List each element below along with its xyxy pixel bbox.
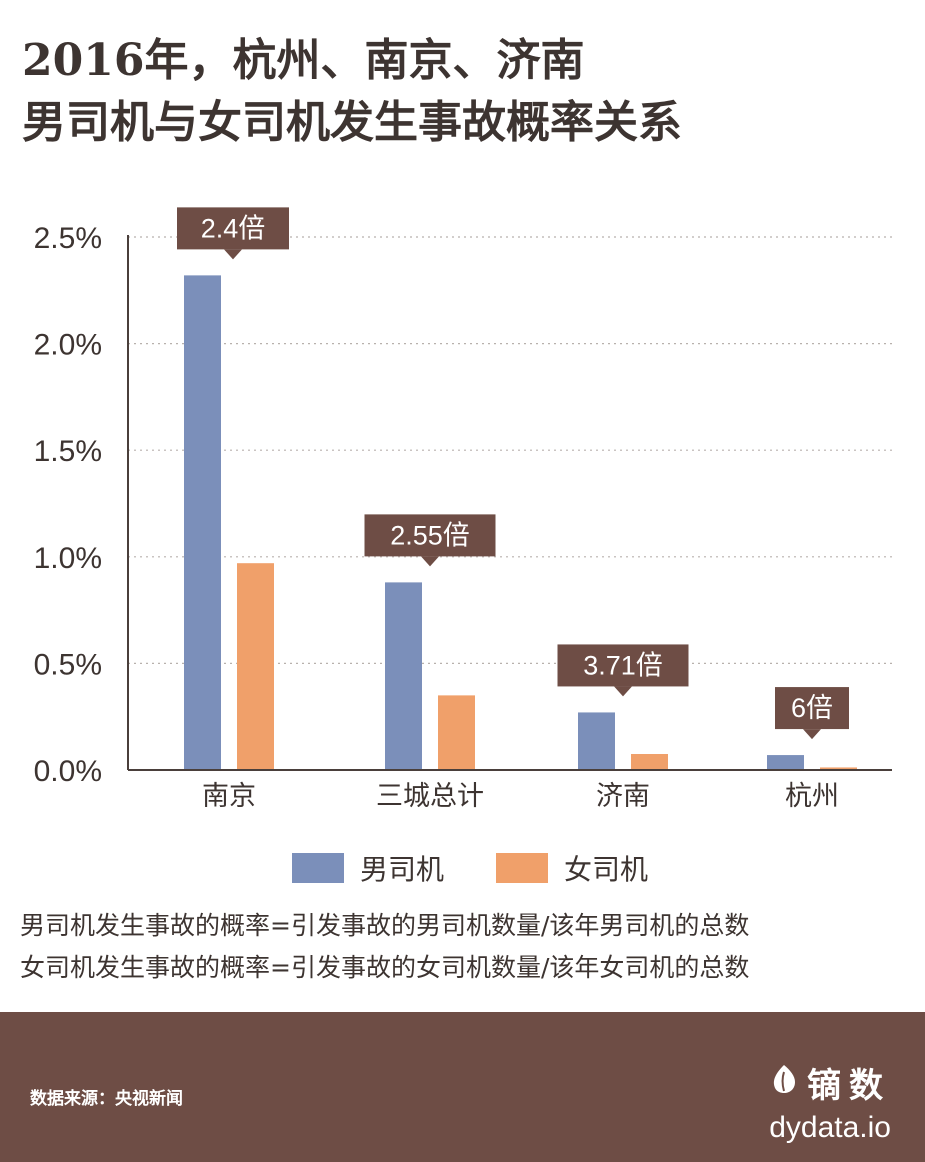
callout-box bbox=[364, 514, 496, 557]
footer: 数据来源：央视新闻 镝数 dydata.io bbox=[0, 1012, 925, 1162]
legend-swatch-female bbox=[496, 853, 549, 883]
y-tick-label: 0.0% bbox=[34, 755, 102, 788]
legend-swatch-male bbox=[292, 853, 344, 883]
x-category-label: 杭州 bbox=[785, 781, 839, 812]
brand: 镝数 dydata.io bbox=[769, 1058, 891, 1145]
brand-name-row: 镝数 bbox=[769, 1058, 891, 1107]
bar-male bbox=[767, 755, 804, 770]
callout-box bbox=[775, 687, 849, 730]
bar-male bbox=[385, 582, 422, 770]
bar-male bbox=[184, 275, 221, 770]
note-male-definition: 男司机发生事故的概率=引发事故的男司机数量/该年男司机的总数 bbox=[20, 911, 750, 940]
x-category-label: 济南 bbox=[596, 781, 650, 812]
callout-pointer bbox=[224, 249, 242, 260]
bar-male bbox=[578, 712, 615, 770]
bar-female bbox=[438, 695, 475, 770]
y-tick-label: 1.5% bbox=[34, 435, 102, 468]
callout-pointer bbox=[614, 686, 632, 697]
definition-notes: 男司机发生事故的概率=引发事故的男司机数量/该年男司机的总数 女司机发生事故的概… bbox=[20, 905, 915, 989]
bar-female bbox=[237, 563, 274, 770]
bar-female bbox=[631, 754, 668, 770]
y-tick-label: 2.5% bbox=[34, 222, 102, 255]
leaf-logo-icon bbox=[771, 1063, 797, 1103]
legend-label-female: 女司机 bbox=[564, 853, 649, 886]
chart-title: 2016年，杭州、南京、济南 男司机与女司机发生事故概率关系 bbox=[22, 30, 912, 154]
callout-pointer bbox=[421, 556, 439, 567]
callout-box bbox=[177, 207, 289, 250]
bar-female bbox=[820, 767, 857, 770]
legend-item-male: 男司机 bbox=[292, 848, 444, 888]
legend: 男司机 女司机 bbox=[292, 848, 700, 888]
y-tick-label: 1.0% bbox=[34, 542, 102, 575]
x-category-label: 南京 bbox=[202, 781, 256, 812]
legend-label-male: 男司机 bbox=[360, 853, 445, 886]
y-tick-label: 2.0% bbox=[34, 329, 102, 362]
legend-item-female: 女司机 bbox=[496, 848, 648, 888]
data-source: 数据来源：央视新闻 bbox=[30, 1089, 183, 1109]
brand-name: 镝数 bbox=[807, 1066, 891, 1106]
callout-box bbox=[557, 644, 689, 687]
callout-label: 2.55倍 bbox=[390, 520, 470, 550]
title-line-1: 2016年，杭州、南京、济南 bbox=[22, 35, 585, 86]
callout-label: 6倍 bbox=[791, 693, 833, 723]
y-tick-label: 0.5% bbox=[34, 648, 102, 681]
callout-label: 3.71倍 bbox=[583, 650, 663, 680]
note-female-definition: 女司机发生事故的概率=引发事故的女司机数量/该年女司机的总数 bbox=[20, 953, 750, 982]
callout-label: 2.4倍 bbox=[201, 213, 266, 243]
brand-url: dydata.io bbox=[769, 1111, 891, 1144]
x-category-label: 三城总计 bbox=[376, 781, 484, 812]
callout-pointer bbox=[803, 729, 821, 740]
title-line-2: 男司机与女司机发生事故概率关系 bbox=[22, 97, 682, 148]
